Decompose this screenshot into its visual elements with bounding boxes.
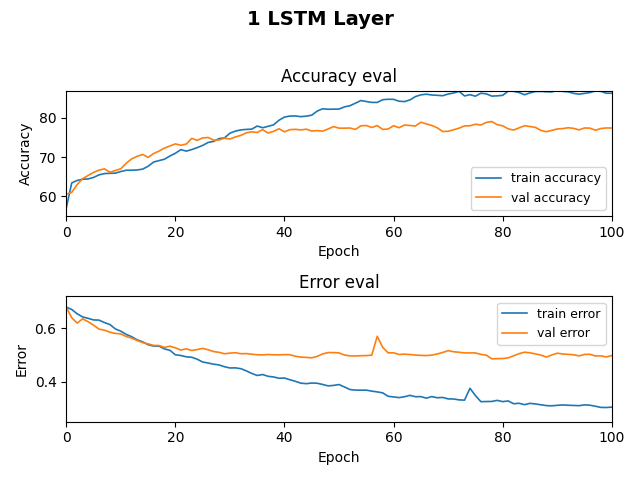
val accuracy (488, 119, 495, 124)
train accuracy (390, 96, 397, 102)
val accuracy (63, 192, 70, 197)
Y-axis label: Error: Error (15, 342, 29, 376)
Line: val error: val error (67, 307, 612, 359)
val accuracy (100, 166, 108, 172)
train accuracy (444, 91, 452, 97)
Y-axis label: Accuracy: Accuracy (19, 121, 33, 185)
Legend: train accuracy, val accuracy: train accuracy, val accuracy (470, 168, 605, 210)
Text: 1 LSTM Layer: 1 LSTM Layer (246, 10, 394, 29)
train accuracy (63, 205, 70, 211)
X-axis label: Epoch: Epoch (318, 245, 360, 259)
train accuracy (472, 93, 479, 99)
val error (390, 350, 397, 356)
Title: Error eval: Error eval (299, 274, 380, 292)
val error (488, 356, 495, 362)
val error (608, 353, 616, 359)
val accuracy (472, 121, 479, 127)
train error (63, 304, 70, 310)
val accuracy (390, 123, 397, 129)
train accuracy (100, 171, 108, 177)
val error (63, 304, 70, 310)
X-axis label: Epoch: Epoch (318, 451, 360, 465)
train error (444, 396, 452, 402)
val error (444, 348, 452, 354)
train accuracy (608, 90, 616, 96)
train accuracy (554, 87, 561, 93)
val accuracy (444, 128, 452, 134)
train error (199, 359, 207, 365)
Line: val accuracy: val accuracy (67, 121, 612, 194)
Legend: train error, val error: train error, val error (497, 303, 605, 345)
train error (314, 380, 321, 386)
train error (100, 320, 108, 325)
train accuracy (199, 143, 207, 148)
train error (472, 393, 479, 398)
val accuracy (314, 128, 321, 133)
val error (100, 327, 108, 333)
val error (199, 346, 207, 351)
val accuracy (199, 135, 207, 141)
Line: train error: train error (67, 307, 612, 408)
val accuracy (608, 125, 616, 131)
val error (314, 353, 321, 359)
train error (390, 394, 397, 400)
train error (608, 404, 616, 410)
Title: Accuracy eval: Accuracy eval (281, 68, 397, 86)
Line: train accuracy: train accuracy (67, 90, 612, 208)
train error (602, 405, 610, 410)
val error (472, 350, 479, 356)
train accuracy (314, 108, 321, 114)
